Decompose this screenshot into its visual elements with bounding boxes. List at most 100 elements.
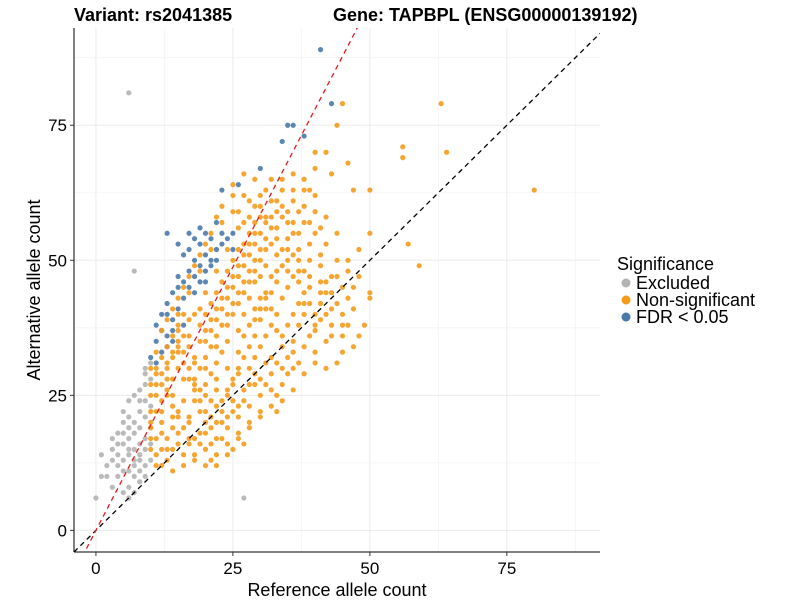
point-fdr-0-05 — [153, 338, 159, 344]
point-non-significant — [164, 435, 170, 442]
point-non-significant — [197, 387, 203, 393]
point-non-significant — [148, 419, 154, 425]
point-non-significant — [246, 241, 252, 247]
point-non-significant — [219, 279, 225, 285]
point-non-significant — [361, 322, 367, 328]
point-non-significant — [224, 295, 231, 301]
point-non-significant — [197, 430, 203, 436]
point-non-significant — [224, 322, 231, 328]
point-excluded — [120, 419, 126, 425]
point-non-significant — [290, 273, 296, 280]
point-non-significant — [186, 419, 192, 425]
point-non-significant — [202, 290, 209, 296]
point-excluded — [137, 468, 143, 474]
point-non-significant — [230, 284, 236, 290]
point-non-significant — [224, 365, 231, 371]
point-fdr-0-05 — [164, 230, 170, 236]
point-non-significant — [279, 365, 285, 371]
point-fdr-0-05 — [180, 322, 187, 328]
point-non-significant — [307, 333, 313, 339]
point-fdr-0-05 — [224, 236, 231, 242]
point-non-significant — [148, 392, 154, 398]
point-non-significant — [191, 457, 198, 463]
point-non-significant — [268, 241, 274, 247]
point-non-significant — [235, 403, 241, 409]
reference-line-fitted — [83, 28, 358, 552]
point-non-significant — [191, 381, 198, 388]
point-non-significant — [317, 252, 324, 258]
point-non-significant — [213, 344, 220, 350]
point-non-significant — [208, 300, 214, 307]
point-non-significant — [208, 425, 214, 431]
point-non-significant — [224, 311, 231, 317]
point-non-significant — [296, 230, 302, 236]
legend-marker-non-significant — [621, 295, 631, 305]
point-non-significant — [268, 306, 274, 312]
point-non-significant — [350, 187, 357, 193]
point-non-significant — [208, 371, 214, 377]
x-tick-label: 0 — [91, 559, 100, 578]
point-non-significant — [235, 349, 241, 355]
point-non-significant — [219, 435, 225, 442]
point-excluded — [142, 462, 148, 469]
point-non-significant — [175, 349, 181, 355]
point-non-significant — [197, 306, 203, 312]
point-non-significant — [296, 246, 302, 253]
point-excluded — [142, 473, 148, 479]
point-non-significant — [235, 371, 241, 377]
point-fdr-0-05 — [159, 349, 165, 355]
point-non-significant — [301, 203, 307, 209]
point-non-significant — [202, 430, 209, 436]
point-non-significant — [246, 295, 252, 301]
point-fdr-0-05 — [191, 273, 198, 280]
point-non-significant — [224, 392, 231, 398]
point-non-significant — [213, 376, 220, 382]
point-non-significant — [334, 360, 340, 366]
point-non-significant — [350, 284, 357, 290]
point-non-significant — [290, 171, 296, 177]
point-non-significant — [356, 333, 362, 339]
point-non-significant — [257, 230, 263, 236]
point-non-significant — [159, 419, 165, 425]
point-non-significant — [170, 306, 176, 312]
point-non-significant — [175, 295, 181, 301]
point-non-significant — [531, 187, 537, 193]
point-non-significant — [186, 317, 192, 323]
x-tick-label: 75 — [497, 559, 516, 578]
point-non-significant — [339, 101, 346, 107]
point-non-significant — [213, 452, 220, 458]
point-non-significant — [235, 246, 241, 253]
point-non-significant — [175, 322, 181, 328]
point-fdr-0-05 — [180, 252, 187, 258]
point-non-significant — [219, 349, 225, 355]
point-non-significant — [285, 257, 291, 263]
point-non-significant — [285, 236, 291, 242]
point-fdr-0-05 — [175, 306, 181, 312]
point-non-significant — [191, 354, 198, 361]
point-non-significant — [367, 290, 373, 296]
point-fdr-0-05 — [279, 138, 285, 145]
point-excluded — [115, 452, 121, 458]
point-non-significant — [175, 441, 181, 447]
point-non-significant — [246, 230, 252, 236]
point-non-significant — [230, 182, 236, 188]
point-non-significant — [148, 446, 154, 452]
point-excluded — [137, 408, 143, 415]
point-excluded — [131, 446, 137, 452]
point-non-significant — [180, 333, 187, 339]
point-non-significant — [301, 290, 307, 296]
point-excluded — [115, 462, 121, 469]
y-axis-title: Alternative allele count — [24, 199, 44, 380]
point-excluded — [142, 365, 148, 371]
point-non-significant — [186, 290, 192, 296]
point-fdr-0-05 — [175, 273, 181, 280]
point-non-significant — [186, 376, 192, 382]
point-fdr-0-05 — [164, 300, 170, 307]
point-non-significant — [279, 333, 285, 339]
point-fdr-0-05 — [317, 47, 324, 53]
point-non-significant — [339, 322, 346, 328]
point-non-significant — [159, 371, 165, 377]
point-non-significant — [285, 284, 291, 290]
point-excluded — [120, 489, 126, 496]
